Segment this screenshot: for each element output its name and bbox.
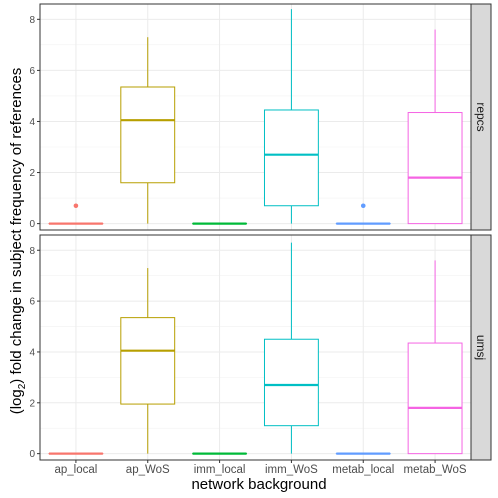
panels-layer: 0 2 4 6 8 repcs 0 2 4 6 8 umsj [29, 3, 492, 461]
facet-strip [470, 234, 492, 461]
y-tick-label: 4 [29, 117, 35, 128]
y-axis-title-prefix: (log [8, 389, 25, 414]
y-tick-label: 6 [29, 66, 35, 77]
facet-strip-label: repcs [474, 102, 488, 131]
box-ap_WoS [120, 268, 176, 454]
box-imm_WoS [263, 9, 319, 224]
x-axis: ap_local ap_WoS imm_local imm_WoS metab_loca… [54, 460, 467, 476]
outlier-point [73, 203, 79, 209]
panel-repcs: 0 2 4 6 8 repcs [29, 3, 492, 231]
y-tick-label: 0 [29, 219, 35, 230]
y-axis-title: (log2) fold change in subject frequency … [8, 68, 28, 415]
box-body [263, 338, 319, 427]
box-imm_WoS [263, 242, 319, 454]
box-body [407, 342, 463, 455]
y-axis-title-suffix: ) fold change in subject frequency of re… [8, 68, 25, 384]
box-body [407, 112, 463, 225]
y-axis-title-subscript: 2 [17, 383, 28, 389]
y-tick-label: 6 [29, 297, 35, 308]
x-tick-label: ap_WoS [126, 464, 170, 476]
box-metab_WoS [407, 29, 463, 225]
y-tick-label: 8 [29, 15, 35, 26]
box-metab_WoS [407, 260, 463, 455]
x-tick-label: metab_local [332, 464, 394, 476]
box-body [120, 317, 176, 405]
x-tick-label: ap_local [54, 464, 97, 476]
box-ap_WoS [120, 37, 176, 224]
y-tick-label: 2 [29, 398, 35, 409]
outlier-point [360, 203, 366, 209]
box-ap_local [48, 203, 104, 225]
x-tick-label: metab_WoS [404, 464, 467, 476]
panel-background [40, 235, 471, 460]
y-tick-label: 8 [29, 246, 35, 257]
y-tick-label: 2 [29, 168, 35, 179]
box-metab_local [335, 203, 391, 225]
x-axis-title: network background [191, 476, 326, 493]
box-body [263, 109, 319, 207]
y-tick-label: 4 [29, 347, 35, 358]
facet-strip [470, 3, 492, 231]
x-tick-label: imm_WoS [265, 464, 318, 476]
box-body [120, 86, 176, 184]
panel-umsj: 0 2 4 6 8 umsj [29, 234, 492, 461]
panel-background [40, 4, 471, 230]
facet-strip-label: umsj [474, 335, 488, 360]
y-tick-label: 0 [29, 449, 35, 460]
x-tick-label: imm_local [194, 464, 246, 476]
